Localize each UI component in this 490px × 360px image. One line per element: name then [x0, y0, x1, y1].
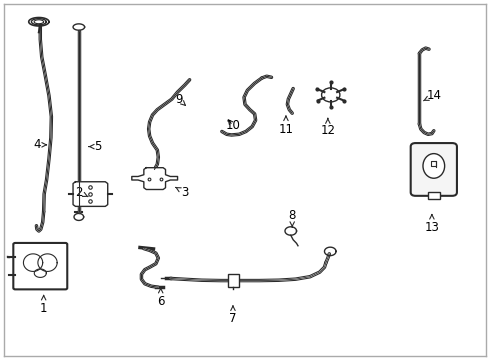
- Text: 6: 6: [157, 288, 165, 308]
- Polygon shape: [73, 182, 108, 206]
- Text: 7: 7: [229, 306, 237, 325]
- Text: 10: 10: [225, 119, 241, 132]
- Text: 11: 11: [278, 116, 294, 135]
- FancyBboxPatch shape: [13, 243, 67, 289]
- Text: 5: 5: [89, 140, 102, 153]
- Text: 4: 4: [33, 138, 47, 151]
- Text: 9: 9: [175, 93, 185, 105]
- Ellipse shape: [423, 154, 444, 178]
- Text: 14: 14: [423, 89, 441, 102]
- Text: 2: 2: [75, 186, 88, 199]
- Text: 8: 8: [289, 209, 296, 227]
- Bar: [428, 192, 440, 199]
- Text: 1: 1: [40, 296, 48, 315]
- Text: 12: 12: [320, 118, 335, 137]
- Text: 3: 3: [176, 186, 189, 199]
- Ellipse shape: [321, 88, 340, 102]
- Bar: [228, 274, 239, 287]
- Text: 13: 13: [424, 215, 440, 234]
- FancyBboxPatch shape: [411, 143, 457, 196]
- Polygon shape: [132, 168, 177, 189]
